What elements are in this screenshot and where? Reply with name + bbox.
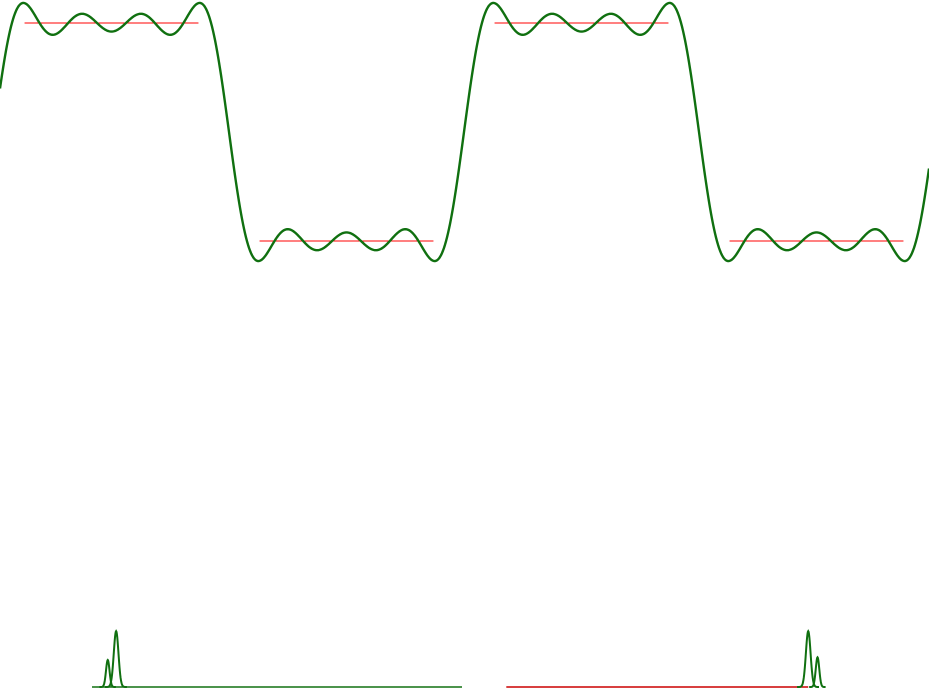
- spectrum-peak-0: [104, 629, 127, 688]
- spectrum-peak-2: [797, 629, 820, 688]
- spectrum-peak-3: [809, 655, 826, 688]
- spectrum-plot: [92, 629, 826, 688]
- fourier-sum-line: [0, 1, 929, 263]
- spectrum-panel: [0, 390, 929, 689]
- square-wave-series: [24, 22, 904, 242]
- spectrum-peak-1: [99, 658, 116, 688]
- signal-panel: [0, 0, 929, 280]
- signal-plot: [0, 1, 929, 263]
